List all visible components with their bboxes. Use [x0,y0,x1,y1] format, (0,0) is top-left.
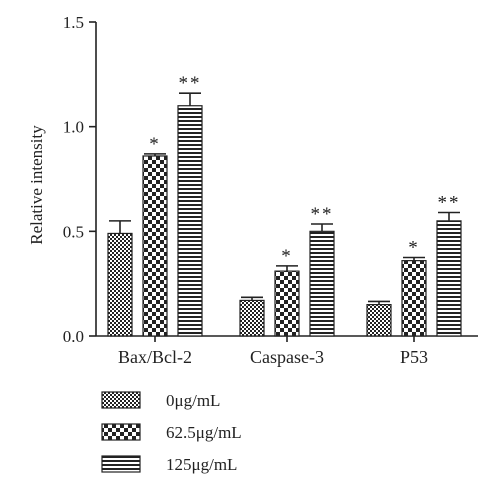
x-tick-label: Caspase-3 [250,347,324,367]
y-tick-label: 0.5 [63,222,84,241]
significance-label: * [281,246,293,267]
bar [107,232,133,337]
bars [107,92,462,337]
legend-label: 0μg/mL [166,391,220,410]
bar [309,230,335,337]
y-tick-label: 1.5 [63,13,84,32]
significance-label: ** [179,73,202,94]
bar [274,270,300,337]
legend: 0μg/mL 62.5μg/mL 125μg/mL [101,391,242,474]
significance-label: ** [438,192,461,213]
legend-swatch [101,455,141,473]
bar [142,155,168,337]
bar [366,304,392,337]
y-axis-title: Relative intensity [27,125,46,245]
legend-swatch [101,391,141,409]
y-tick-label: 1.0 [63,118,84,137]
bar [436,220,462,337]
bar [239,299,265,337]
significance-label: ** [311,204,334,225]
x-tick-label: Bax/Bcl-2 [118,347,192,367]
legend-swatch [101,423,141,441]
legend-label: 62.5μg/mL [166,423,242,442]
y-tick-label: 0.0 [63,327,84,346]
significance-label: * [149,134,161,155]
x-tick-label: P53 [400,347,428,367]
legend-label: 125μg/mL [166,455,237,474]
bar [401,260,427,337]
bar [177,105,203,337]
significance-label: * [408,238,420,259]
